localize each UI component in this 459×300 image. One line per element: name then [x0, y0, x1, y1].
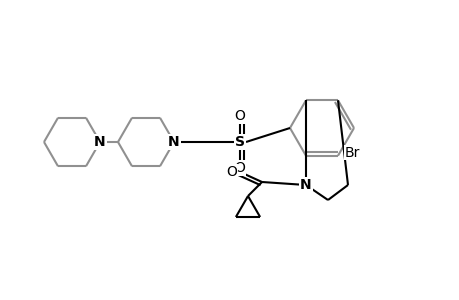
Text: O: O	[234, 161, 245, 175]
Text: S: S	[235, 135, 245, 149]
Text: N: N	[300, 178, 311, 192]
Text: N: N	[94, 135, 106, 149]
Text: O: O	[226, 165, 237, 179]
Text: N: N	[168, 135, 179, 149]
Text: O: O	[234, 109, 245, 123]
Text: Br: Br	[344, 146, 359, 160]
